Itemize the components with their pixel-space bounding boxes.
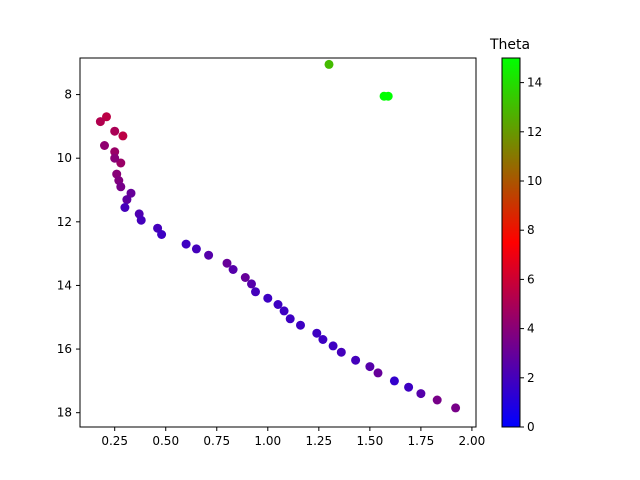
colorbar-tick-label: 6 (527, 272, 535, 286)
scatter-point (110, 147, 120, 157)
scatter-point (95, 117, 105, 127)
scatter-point (324, 59, 334, 69)
scatter-point (373, 368, 383, 378)
scatter-point (191, 244, 201, 254)
scatter-point (228, 265, 238, 274)
colorbar-tick-label: 12 (527, 125, 542, 139)
colorbar-tick-label: 4 (527, 322, 535, 336)
scatter-point (279, 306, 289, 316)
x-tick-label: 0.50 (152, 434, 179, 448)
colorbar-gradient (502, 58, 520, 427)
scatter-point (116, 158, 126, 168)
scatter-point (118, 131, 128, 141)
scatter-point (351, 355, 361, 365)
scatter-point (383, 91, 393, 101)
colorbar-ticks: 0 2 4 6 8 10 12 14 (520, 76, 542, 434)
scatter-point (116, 182, 126, 192)
scatter-point (110, 126, 120, 136)
scatter-point (273, 300, 283, 309)
scatter-point (296, 320, 305, 330)
scatter-point (365, 362, 375, 372)
scatter-point (122, 195, 132, 205)
colorbar-tick-label: 0 (527, 420, 535, 434)
scatter-point (157, 230, 167, 239)
x-tick-label: 0.25 (101, 434, 128, 448)
scatter-point (136, 215, 146, 225)
x-axis: 0.25 0.50 0.75 1.00 1.25 1.50 1.75 2.00 (101, 427, 485, 448)
scatter-point (110, 153, 120, 163)
colorbar-tick-label: 10 (527, 174, 542, 188)
scatter-points (95, 59, 461, 413)
scatter-point (222, 258, 232, 268)
scatter-point (328, 341, 338, 351)
x-tick-label: 1.00 (254, 434, 281, 448)
scatter-point (318, 335, 328, 344)
plot-frame (79, 57, 477, 428)
scatter-point (102, 112, 111, 122)
scatter-point (451, 403, 461, 413)
scatter-point (240, 273, 250, 282)
x-tick-label: 0.75 (203, 434, 230, 448)
x-tick-label: 2.00 (459, 434, 486, 448)
y-axis: 8 10 12 14 16 18 (57, 88, 80, 420)
scatter-point (336, 347, 346, 357)
y-tick-label: 12 (57, 215, 72, 229)
scatter-point (181, 239, 191, 249)
colorbar: 0 2 4 6 8 10 12 14 Theta (489, 37, 542, 434)
scatter-point (312, 328, 322, 338)
y-tick-label: 18 (57, 406, 72, 420)
scatter-point (120, 203, 130, 212)
scatter-point (263, 293, 273, 303)
y-tick-label: 14 (57, 278, 72, 292)
scatter-point (404, 382, 414, 392)
colorbar-tick-label: 14 (527, 76, 542, 90)
scatter-point (251, 287, 260, 297)
y-tick-label: 10 (57, 151, 72, 165)
y-tick-label: 8 (64, 88, 72, 102)
scatter-point (285, 314, 295, 324)
x-tick-label: 1.25 (305, 434, 332, 448)
colorbar-title: Theta (489, 37, 530, 53)
colorbar-tick-label: 2 (527, 371, 535, 385)
colorbar-tick-label: 8 (527, 223, 535, 237)
y-tick-label: 16 (57, 342, 72, 356)
scatter-point (247, 279, 256, 289)
scatter-point (126, 188, 136, 198)
scatter-point (100, 141, 109, 150)
scatter-point (389, 376, 399, 386)
x-tick-label: 1.50 (356, 434, 383, 448)
scatter-point (432, 395, 442, 405)
scatter-point (416, 389, 426, 399)
x-tick-label: 1.75 (408, 434, 435, 448)
scatter-point (204, 250, 214, 260)
colorbar-frame (501, 57, 521, 428)
